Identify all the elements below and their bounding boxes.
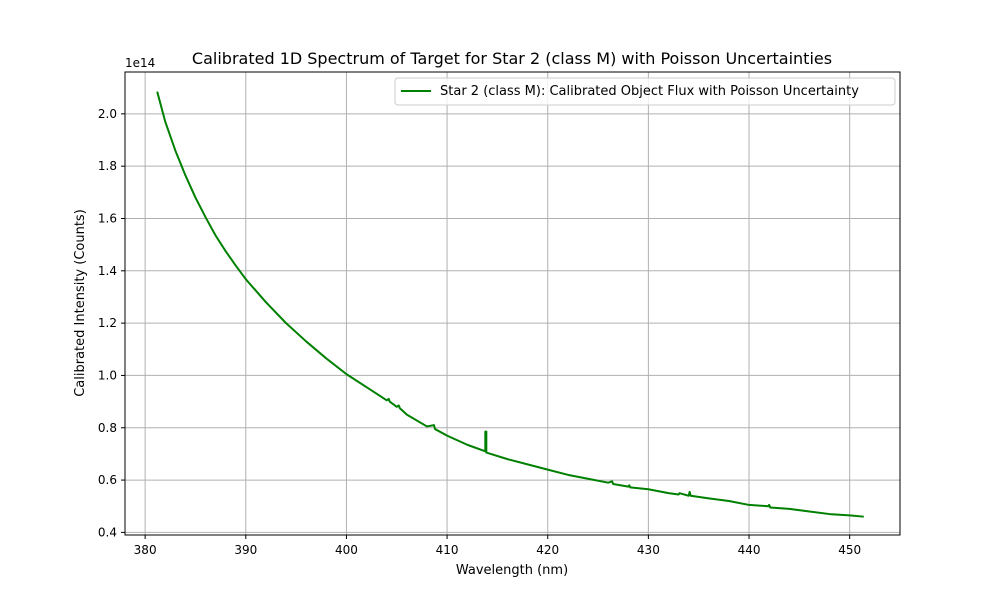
y-tick-label: 0.6 bbox=[98, 473, 117, 487]
y-offset-label: 1e14 bbox=[125, 56, 155, 70]
x-tick-label: 440 bbox=[738, 543, 761, 557]
y-tick-label: 1.4 bbox=[98, 264, 117, 278]
y-tick-label: 1.6 bbox=[98, 211, 117, 225]
y-tick-label: 1.8 bbox=[98, 159, 117, 173]
legend-label: Star 2 (class M): Calibrated Object Flux… bbox=[440, 84, 859, 99]
y-tick-label: 1.0 bbox=[98, 368, 117, 382]
x-tick-label: 400 bbox=[335, 543, 358, 557]
chart-title: Calibrated 1D Spectrum of Target for Sta… bbox=[192, 49, 832, 68]
legend-box bbox=[394, 77, 896, 106]
series-line bbox=[156, 91, 864, 518]
x-tick-label: 380 bbox=[134, 543, 157, 557]
legend: Star 2 (class M): Calibrated Object Flux… bbox=[394, 77, 896, 106]
x-tick-label: 450 bbox=[838, 543, 861, 557]
x-tick-label: 430 bbox=[637, 543, 660, 557]
y-tick-label: 2.0 bbox=[98, 107, 117, 121]
plot-frame bbox=[124, 71, 901, 536]
y-axis-title: Calibrated Intensity (Counts) bbox=[73, 209, 88, 397]
y-tick-label: 0.8 bbox=[98, 421, 117, 435]
y-tick-label: 1.2 bbox=[98, 316, 117, 330]
x-tick-label: 420 bbox=[536, 543, 559, 557]
x-tick-label: 390 bbox=[234, 543, 257, 557]
x-axis-ticks: 380 390 400 410 420 430 440 450 bbox=[134, 535, 861, 557]
x-axis-title: Wavelength (nm) bbox=[456, 563, 568, 578]
x-tick-label: 410 bbox=[436, 543, 459, 557]
y-tick-label: 0.4 bbox=[98, 525, 117, 539]
series-layer bbox=[156, 91, 864, 518]
grid-lines bbox=[125, 72, 900, 535]
y-axis-ticks: 0.4 0.6 0.8 1.0 1.2 1.4 1.6 1.8 2.0 bbox=[98, 107, 125, 539]
